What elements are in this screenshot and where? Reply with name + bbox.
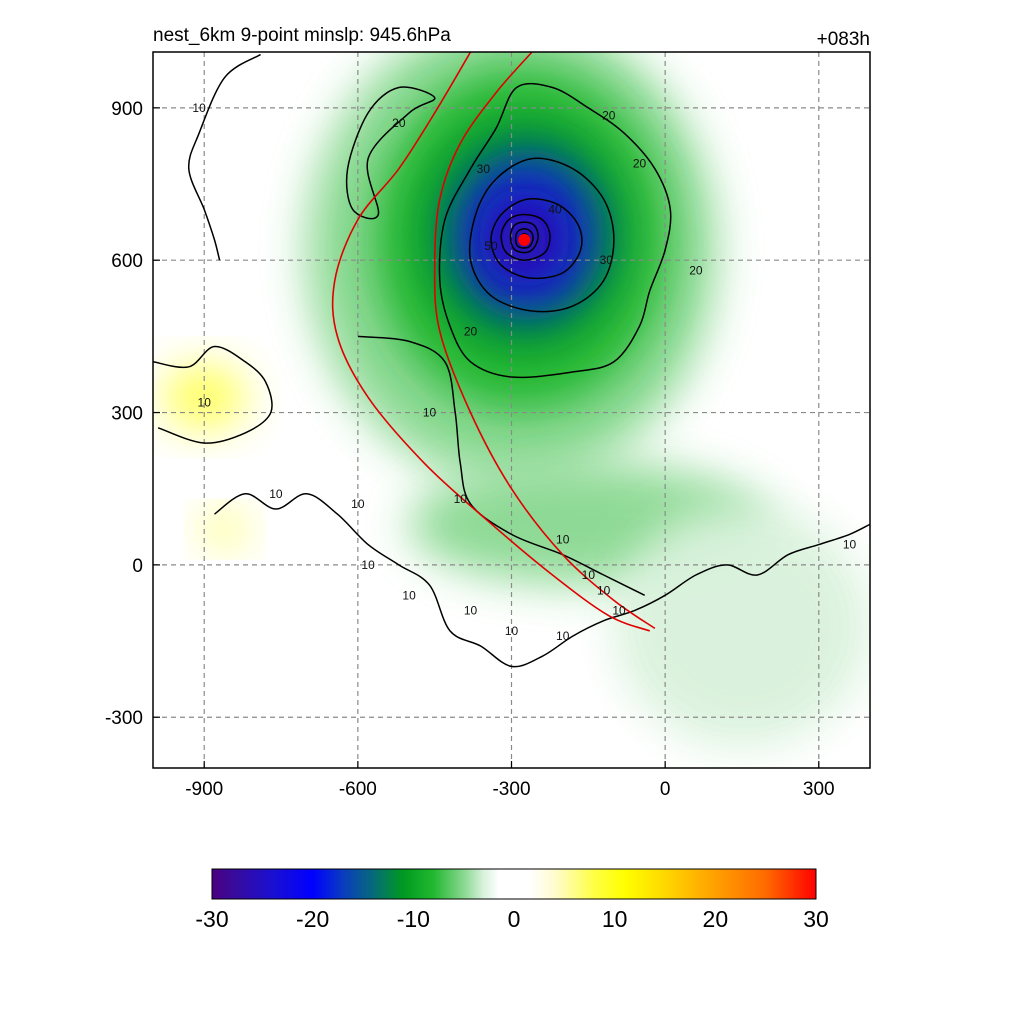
contour-label: 20 (392, 116, 406, 130)
contour-line (357, 335, 646, 596)
title-left: nest_6km 9-point minslp: 945.6hPa (153, 25, 451, 46)
contour-label: 10 (505, 624, 519, 638)
y-tick-label: 0 (132, 556, 143, 577)
contour-label: 20 (633, 157, 647, 171)
contour-label: 10 (582, 568, 596, 582)
contour-label: 10 (402, 588, 416, 602)
contour-line (468, 157, 615, 313)
track-layer (331, 52, 656, 632)
contour-label: 10 (198, 395, 212, 409)
contour-label: 10 (269, 487, 283, 501)
title-right: +083h (817, 29, 870, 50)
contour-label: 30 (600, 253, 614, 267)
contour-line (153, 345, 273, 444)
contour-label: 10 (612, 604, 626, 618)
y-axis: -300 0 300 600 900 (105, 99, 160, 729)
contour-line (509, 221, 539, 254)
x-tick-label: -300 (492, 779, 530, 800)
x-tick-label: -600 (339, 779, 377, 800)
grid-layer (153, 52, 870, 768)
contour-label: 20 (464, 324, 478, 338)
contour-label: 40 (548, 202, 562, 216)
contour-line (500, 213, 551, 261)
contour-label: 10 (351, 497, 365, 511)
colorbar-ticks: -30 -20 -10 0 10 20 30 (195, 906, 828, 932)
y-tick-label: 300 (111, 404, 143, 425)
colorbar-tick-label: 10 (602, 906, 628, 932)
y-tick-label: -300 (105, 708, 143, 729)
contour-line (438, 82, 672, 379)
colorbar-tick-label: 0 (508, 906, 521, 932)
contour-line (188, 53, 262, 261)
colorbar-tick-label: -10 (397, 906, 430, 932)
contour-label: 30 (477, 162, 491, 176)
colorbar: -30 -20 -10 0 10 20 30 (195, 868, 829, 932)
x-axis: -900 -600 -300 0 300 (185, 761, 835, 800)
track-line (433, 52, 656, 630)
contour-label: 20 (602, 108, 616, 122)
contour-line (214, 493, 870, 668)
contour-label: 50 (484, 239, 498, 253)
contour-label: 10 (556, 629, 570, 643)
contour-label: 10 (454, 492, 468, 506)
colorbar-tick-label: -30 (195, 906, 228, 932)
contour-label: 10 (843, 538, 857, 552)
contour-label: 10 (597, 583, 611, 597)
contour-line (345, 86, 436, 220)
contour-line (514, 227, 534, 249)
track-line (331, 52, 651, 632)
contour-label: 10 (423, 406, 437, 420)
x-tick-label: 0 (660, 779, 671, 800)
contour-label: 10 (192, 101, 206, 115)
x-tick-label: 300 (803, 779, 835, 800)
colorbar-tick-label: 30 (803, 906, 829, 932)
contour-line (490, 198, 583, 280)
colorbar-tick-label: 20 (703, 906, 729, 932)
y-tick-label: 600 (111, 251, 143, 272)
contour-label: 10 (361, 558, 375, 572)
colorbar-tick-label: -20 (296, 906, 329, 932)
y-tick-label: 900 (111, 99, 143, 120)
storm-center-marker (518, 233, 531, 246)
contour-label: 10 (464, 604, 478, 618)
x-tick-label: -900 (185, 779, 223, 800)
contour-label: 20 (689, 263, 703, 277)
contour-label: 10 (556, 532, 570, 546)
shading-blob (204, 514, 246, 545)
colorbar-bar (211, 868, 817, 900)
